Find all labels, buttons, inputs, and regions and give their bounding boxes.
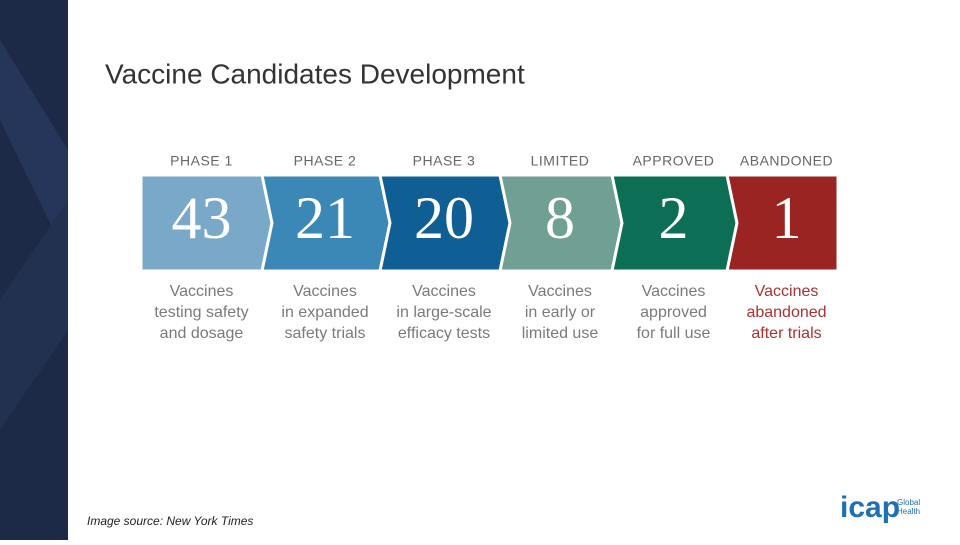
- phase-count: 20: [414, 185, 474, 251]
- phase-description: efficacy tests: [398, 325, 490, 342]
- phase-label: PHASE 2: [294, 153, 357, 169]
- phase-description: abandoned: [746, 304, 826, 321]
- phase-count: 43: [172, 185, 232, 251]
- phase-count: 8: [545, 185, 575, 251]
- phase-description: and dosage: [160, 325, 244, 342]
- phase-description: Vaccines: [170, 283, 234, 300]
- phase-description: safety trials: [285, 325, 366, 342]
- phase-description: for full use: [637, 325, 711, 342]
- side-band-accent: [0, 200, 68, 430]
- phase-description: after trials: [751, 325, 821, 342]
- phase-description: in early or: [525, 304, 596, 321]
- phase-label: PHASE 3: [413, 153, 476, 169]
- phase-description: in large-scale: [396, 304, 491, 321]
- logo: icap Global Health: [840, 491, 920, 524]
- phase-label: APPROVED: [633, 153, 715, 169]
- logo-tagline: Global: [897, 498, 920, 507]
- phase-count: 1: [772, 185, 802, 251]
- phase-label: ABANDONED: [740, 153, 833, 169]
- phase-description: approved: [640, 304, 707, 321]
- phase-description: Vaccines: [412, 283, 476, 300]
- phase-description: Vaccines: [293, 283, 357, 300]
- slide-title: Vaccine Candidates Development: [105, 58, 525, 89]
- phase-label: PHASE 1: [170, 153, 233, 169]
- phase-description: Vaccines: [755, 283, 819, 300]
- phase-description: limited use: [522, 325, 599, 342]
- logo-tagline: Health: [897, 507, 920, 516]
- phase-description: Vaccines: [642, 283, 706, 300]
- phase-description: Vaccines: [528, 283, 592, 300]
- phase-count: 21: [295, 185, 355, 251]
- phase-chevron: [725, 173, 840, 273]
- image-source: Image source: New York Times: [87, 514, 253, 528]
- phase-flow: PHASE 1 43 Vaccines testing safety and dosag…: [139, 153, 840, 342]
- logo-name: icap: [840, 491, 900, 524]
- phase-count: 2: [659, 185, 689, 251]
- phase-description: in expanded: [281, 304, 368, 321]
- side-band-accent: [0, 40, 68, 260]
- phase-label: LIMITED: [531, 153, 590, 169]
- phase-description: testing safety: [154, 304, 248, 321]
